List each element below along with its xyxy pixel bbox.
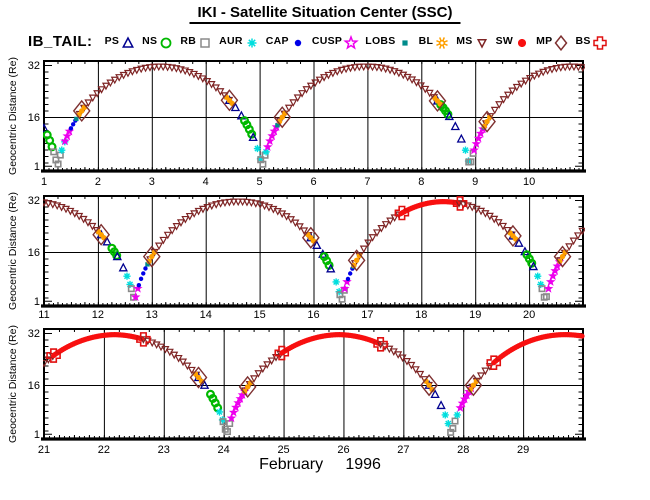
- legend-label-BS: BS: [575, 35, 591, 47]
- legend-row: IB_TAIL: PS NS RB AUR CAP CUSP LOBS BL MS SW MP BS: [28, 31, 614, 51]
- legend-item-BS: BS: [575, 31, 608, 51]
- magnetopause-marker-icon: [553, 35, 570, 51]
- legend-label-MS: MS: [456, 35, 473, 47]
- legend-item-LOBS: LOBS: [365, 31, 413, 51]
- y-axis-label-panel-1: Geocentric Distance (Re): [7, 57, 19, 175]
- legend-label-CAP: CAP: [265, 35, 289, 47]
- legend-label-CUSP: CUSP: [311, 35, 343, 47]
- auroral-zone-marker-icon: [243, 35, 260, 51]
- y-axis-label-panel-3: Geocentric Distance (Re): [7, 325, 19, 443]
- legend-item-RB: RB: [180, 31, 214, 51]
- legend-item-MS: MS: [456, 31, 490, 51]
- legend-label-NS: NS: [142, 35, 158, 47]
- plasma-sheet-marker-icon: [120, 35, 137, 51]
- legend-label-RB: RB: [180, 35, 197, 47]
- cusp-marker-icon: [343, 35, 360, 51]
- legend-item-PS: PS: [105, 31, 137, 51]
- polar-cap-marker-icon: [289, 35, 306, 51]
- legend-label-LOBS: LOBS: [365, 35, 396, 47]
- legend-label-SW: SW: [495, 35, 514, 47]
- legend-item-SW: SW: [496, 31, 531, 51]
- solar-wind-marker-icon: [514, 35, 531, 51]
- bow-shock-marker-icon: [591, 35, 608, 51]
- region-legend: PS NS RB AUR CAP CUSP LOBS BL MS SW MP BS: [105, 31, 614, 51]
- legend-label-MP: MP: [536, 35, 553, 47]
- legend-label-BL: BL: [418, 35, 434, 47]
- legend-item-CAP: CAP: [266, 31, 306, 51]
- spacecraft-label: IB_TAIL:: [28, 32, 93, 50]
- x-axis-title: February 1996: [259, 456, 381, 473]
- legend-item-CUSP: CUSP: [311, 31, 360, 51]
- legend-item-MP: MP: [536, 31, 570, 51]
- y-axis-label-panel-2: Geocentric Distance (Re): [7, 192, 19, 310]
- legend-label-PS: PS: [104, 35, 120, 47]
- neutral-sheet-marker-icon: [158, 35, 175, 51]
- legend-label-AUR: AUR: [219, 35, 243, 47]
- legend-item-BL: BL: [419, 31, 451, 51]
- legend-item-AUR: AUR: [219, 31, 260, 51]
- magnetosheath-marker-icon: [473, 35, 490, 51]
- boundary-layer-marker-icon: [434, 35, 451, 51]
- page-title: IKI - Satellite Situation Center (SSC): [189, 4, 461, 24]
- lobes-marker-icon: [396, 35, 413, 51]
- legend-item-NS: NS: [142, 31, 175, 51]
- radiation-belt-marker-icon: [197, 35, 214, 51]
